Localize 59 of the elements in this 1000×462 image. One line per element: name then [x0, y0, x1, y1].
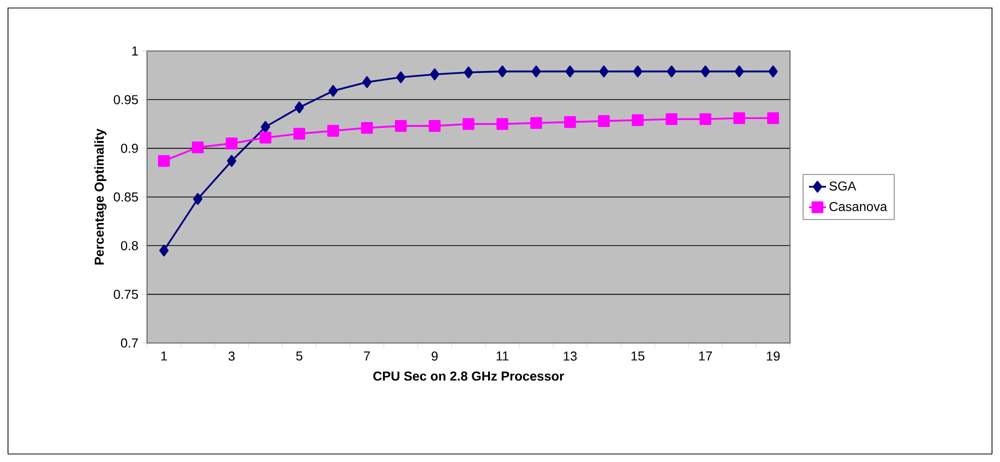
- point: [396, 71, 406, 84]
- x-tick-label: 5: [296, 352, 302, 361]
- point: [159, 244, 169, 256]
- point: [260, 121, 270, 133]
- point: [530, 117, 542, 129]
- point: [293, 128, 306, 140]
- x-tick-label: 13: [564, 352, 577, 361]
- point: [260, 132, 272, 144]
- point: [462, 118, 474, 130]
- point: [564, 116, 576, 128]
- point: [158, 155, 170, 167]
- point: [226, 155, 236, 167]
- point: [193, 193, 202, 205]
- point: [734, 66, 744, 78]
- point: [633, 66, 642, 78]
- y-tick-label: 0.7: [120, 338, 138, 348]
- point: [700, 113, 712, 126]
- y-axis-title: Percentage Optimality: [94, 128, 106, 265]
- point: [632, 114, 644, 126]
- point: [394, 120, 407, 132]
- x-axis-title: CPU Sec on 2.8 GHz Processor: [373, 372, 564, 381]
- point: [768, 66, 778, 78]
- point: [498, 66, 508, 78]
- point: [362, 76, 372, 88]
- x-tick-label: 19: [766, 352, 780, 361]
- point: [428, 120, 441, 132]
- y-tick-label: 0.85: [114, 192, 138, 202]
- y-tick-label: 1: [132, 46, 138, 56]
- y-tick-label: 0.75: [114, 290, 138, 299]
- y-tick-label: 0.95: [114, 95, 138, 104]
- point: [464, 66, 474, 78]
- point: [565, 66, 575, 78]
- x-tick-label: 11: [496, 352, 508, 360]
- point: [294, 102, 304, 114]
- point: [767, 112, 779, 124]
- point: [361, 122, 373, 134]
- point: [327, 124, 340, 137]
- y-tick-label: 0.8: [120, 241, 138, 250]
- x-tick-label: 9: [432, 352, 438, 361]
- point: [192, 141, 204, 154]
- point: [532, 66, 541, 78]
- point: [733, 112, 746, 124]
- y-tick-label: 0.9: [120, 144, 138, 153]
- point: [700, 66, 710, 78]
- point: [599, 66, 609, 78]
- x-tick-label: 17: [699, 352, 712, 360]
- point: [496, 118, 508, 130]
- legend-label: Casanova: [830, 202, 888, 212]
- x-tick-label: 7: [364, 352, 370, 360]
- point: [328, 84, 338, 97]
- x-tick-label: 15: [632, 352, 644, 361]
- point: [666, 66, 676, 78]
- x-tick-label: 3: [228, 352, 235, 361]
- point: [226, 138, 238, 150]
- point: [430, 68, 440, 80]
- x-tick-label: 1: [161, 352, 167, 360]
- point: [666, 113, 678, 126]
- point: [598, 115, 610, 127]
- legend-label: SGA: [829, 181, 856, 191]
